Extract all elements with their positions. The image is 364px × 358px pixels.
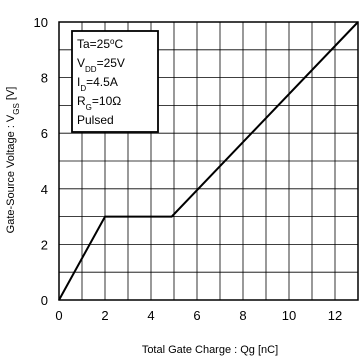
condition-line: VDD=25V: [77, 56, 125, 74]
conditions-box-frame: [71, 30, 159, 133]
y-tick-label: 8: [41, 71, 48, 86]
y-tick-label: 4: [41, 182, 48, 197]
x-axis-label: Total Gate Charge : Qg [nC]: [142, 344, 278, 356]
series-line-0: [58, 21, 359, 301]
x-tick-labels: 0 2 4 6 8 10 12: [55, 308, 342, 323]
condition-line: Pulsed: [77, 113, 114, 127]
x-tick-label: 2: [101, 308, 108, 323]
x-tick-label: 10: [282, 308, 296, 323]
y-tick-label: 10: [34, 15, 48, 30]
plot-frame: [58, 21, 359, 301]
x-tick-label: 0: [55, 308, 62, 323]
y-axis-label: Gate-Source Voltage : VGS [V]: [5, 87, 21, 234]
series-layer: [58, 21, 359, 301]
y-tick-labels: 0 2 4 6 8 10: [34, 15, 48, 308]
x-tick-label: 6: [193, 308, 200, 323]
grid-lines: [59, 22, 358, 300]
y-tick-label: 2: [41, 237, 48, 252]
y-axis-label-main: Gate-Source Voltage : V: [5, 114, 17, 233]
x-tick-label: 8: [239, 308, 246, 323]
y-tick-label: 0: [41, 293, 48, 308]
condition-line: ID=4.5A: [77, 75, 118, 93]
condition-line: RG=10Ω: [77, 94, 121, 112]
x-tick-label: 12: [328, 308, 342, 323]
y-axis-label-subscript: GS: [12, 103, 21, 115]
y-axis-label-unit: [V]: [5, 87, 17, 104]
y-tick-label: 6: [41, 126, 48, 141]
x-tick-label: 4: [147, 308, 154, 323]
condition-line: Ta=25oC: [77, 37, 123, 52]
